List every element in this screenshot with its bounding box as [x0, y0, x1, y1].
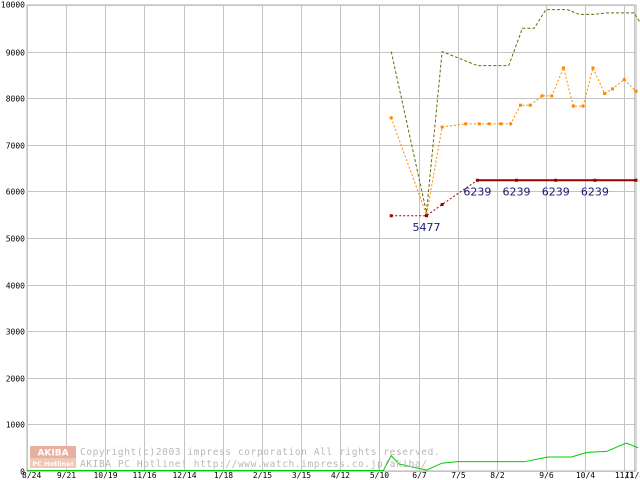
x-tick-label: 10/4	[576, 471, 595, 480]
series-2-point	[593, 178, 597, 182]
y-tick-label: 6000	[6, 188, 25, 197]
series-1-point	[562, 66, 566, 70]
data-labels: 5477 6239 6239 6239 6239	[412, 185, 608, 234]
x-tick-label: 4/12	[331, 471, 350, 480]
grid	[26, 4, 637, 472]
series-0-line	[390, 9, 640, 213]
series-1-point	[528, 103, 532, 107]
series-1-point	[622, 78, 626, 82]
series-1-point	[487, 122, 491, 126]
series-2-point	[475, 178, 479, 182]
series-1-point	[499, 122, 503, 126]
y-tick-label: 9000	[6, 49, 25, 58]
logo-bottom-text: PC Hotline!	[32, 460, 73, 468]
series-2-point	[389, 214, 393, 218]
watermark-url: AKIBA PC Hotline! http://www.watch.impre…	[80, 459, 428, 470]
y-tick-label: 10000	[1, 1, 25, 10]
x-tick-label: 8/24	[22, 471, 41, 480]
logo-top-text: AKIBA	[37, 449, 68, 459]
y-tick-label: 2000	[6, 375, 25, 384]
x-tick-label: 11/16	[132, 471, 156, 480]
series-2-point	[424, 214, 428, 218]
y-tick-label: 7000	[6, 142, 25, 151]
x-tick-label: 10/19	[93, 471, 117, 480]
data-label: 6239	[542, 185, 570, 198]
series-1-point	[540, 94, 544, 98]
series-1-point	[611, 87, 615, 91]
data-label: 6239	[581, 185, 609, 198]
y-tick-label: 5000	[6, 235, 25, 244]
series-1-point	[571, 104, 575, 108]
series-1-point	[477, 122, 481, 126]
series-1-point	[509, 122, 513, 126]
watermark-copyright: Copyright(c)2003 impress corporation All…	[80, 447, 440, 458]
y-tick-label: 8000	[6, 95, 25, 104]
x-tick-label: 11/1	[615, 471, 634, 480]
x-tick-label: 5/10	[370, 471, 389, 480]
y-tick-label: 4000	[6, 282, 25, 291]
series-1-point	[603, 92, 607, 96]
series-1-point	[591, 66, 595, 70]
series-1-point	[581, 104, 585, 108]
series-1-point	[440, 125, 444, 129]
x-tick-label: 12/14	[172, 471, 196, 480]
series-2-point	[440, 202, 444, 206]
y-tick-label: 3000	[6, 328, 25, 337]
series-2-point	[515, 178, 519, 182]
x-tick-label: 7/5	[451, 471, 466, 480]
y-tick-label: 1000	[6, 421, 25, 430]
series-3-line	[27, 442, 639, 472]
akiba-logo: AKIBA PC Hotline!	[30, 446, 76, 468]
data-label: 6239	[503, 185, 531, 198]
series-1-point	[464, 122, 468, 126]
x-axis-ticks: 8/24 9/21 10/19 11/16 12/14 1/18 2/15 3/15 4/12 5…	[22, 471, 640, 480]
series-1-point	[518, 103, 522, 107]
data-label: 6239	[463, 185, 491, 198]
series-2-line-dotted	[391, 179, 478, 217]
x-tick-label: 2/15	[253, 471, 272, 480]
x-tick-label: 3/15	[292, 471, 311, 480]
watermark: AKIBA PC Hotline! Copyright(c)2003 impre…	[30, 446, 440, 470]
series-group	[27, 9, 640, 472]
series-2-point	[554, 178, 558, 182]
x-tick-label: 8/2	[490, 471, 505, 480]
x-tick-label: 9/6	[539, 471, 554, 480]
x-tick-label: 11/8	[625, 471, 640, 480]
series-1-point	[389, 116, 393, 120]
series-1-point	[634, 89, 638, 93]
x-tick-label: 6/7	[412, 471, 427, 480]
series-1-point	[550, 94, 554, 98]
series-2-point	[634, 178, 638, 182]
x-tick-label: 9/21	[57, 471, 76, 480]
x-tick-label: 1/18	[214, 471, 233, 480]
y-axis-ticks: 0 1000 2000 3000 4000 5000 6000 7000 8000 9000 100…	[1, 1, 25, 477]
y-tick-label: 0	[20, 468, 25, 477]
data-label: 5477	[412, 221, 440, 234]
